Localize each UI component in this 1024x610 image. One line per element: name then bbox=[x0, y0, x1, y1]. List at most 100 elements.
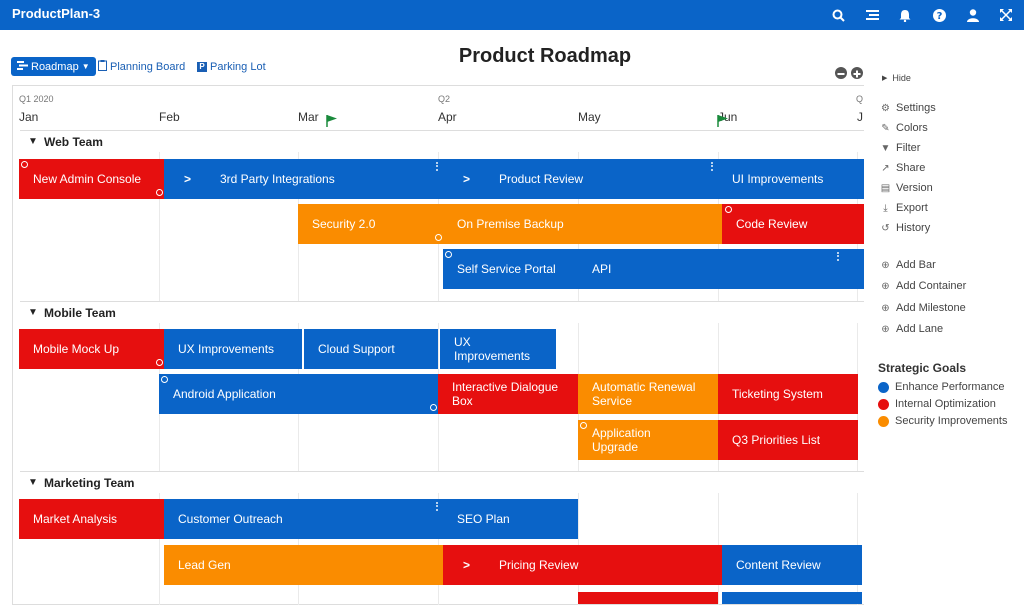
share-menu-item[interactable]: ↗ Share bbox=[880, 162, 925, 174]
roadmap-bar[interactable]: Automatic Renewal Service bbox=[578, 374, 718, 414]
roadmap-view-button[interactable]: Roadmap ▼ bbox=[11, 57, 96, 76]
milestone-flag-icon[interactable] bbox=[326, 115, 338, 127]
grip-icon[interactable] bbox=[837, 252, 840, 261]
action-label: Add Bar bbox=[896, 259, 936, 271]
parking-lot-link[interactable]: P Parking Lot bbox=[197, 57, 266, 76]
bar-label: Android Application bbox=[173, 387, 276, 401]
drag-handle-icon[interactable] bbox=[445, 251, 452, 258]
month-label: Apr bbox=[438, 110, 457, 124]
planning-board-link[interactable]: Planning Board bbox=[98, 57, 185, 76]
drag-handle-icon[interactable] bbox=[435, 234, 442, 241]
month-label: May bbox=[578, 110, 601, 124]
bar-label: Ticketing System bbox=[732, 387, 823, 401]
drag-handle-icon[interactable] bbox=[156, 359, 163, 366]
roadmap-bar[interactable]: API bbox=[578, 249, 864, 289]
bar-label: Pricing Review bbox=[499, 558, 579, 572]
roadmap-container-bar[interactable]: >3rd Party Integrations bbox=[164, 159, 443, 199]
menu-label: Settings bbox=[896, 102, 936, 114]
bar-label: 3rd Party Integrations bbox=[220, 172, 335, 186]
drag-handle-icon[interactable] bbox=[430, 404, 437, 411]
roadmap-bar-partial[interactable] bbox=[578, 592, 718, 604]
roadmap-bar[interactable]: Android Application bbox=[159, 374, 438, 414]
zoom-out-icon[interactable] bbox=[835, 67, 847, 79]
month-label: Mar bbox=[298, 110, 319, 124]
roadmap-bar[interactable]: On Premise Backup bbox=[443, 204, 722, 244]
roadmap-bar[interactable]: Mobile Mock Up bbox=[19, 329, 164, 369]
drag-handle-icon[interactable] bbox=[161, 376, 168, 383]
drag-handle-icon[interactable] bbox=[156, 189, 163, 196]
gear-icon: ⚙ bbox=[881, 102, 890, 114]
roadmap-bar[interactable]: Content Review bbox=[722, 545, 862, 585]
add-lane-button[interactable]: ⊕ Add Lane bbox=[880, 323, 943, 335]
bar-label: UI Improvements bbox=[732, 172, 824, 186]
roadmap-bar[interactable]: Self Service Portal bbox=[443, 249, 578, 289]
milestone-flag-icon[interactable] bbox=[717, 115, 729, 127]
roadmap-container-bar[interactable]: > Pricing Review bbox=[443, 545, 722, 585]
expand-arrow-icon[interactable]: > bbox=[463, 172, 471, 186]
colors-menu-item[interactable]: ✎ Colors bbox=[880, 122, 928, 134]
bar-label: SEO Plan bbox=[457, 512, 510, 526]
grip-icon[interactable] bbox=[436, 502, 439, 511]
roadmap-bar[interactable]: Interactive Dialogue Box bbox=[438, 374, 578, 414]
goal-item[interactable]: Internal Optimization bbox=[878, 398, 996, 410]
grip-icon[interactable] bbox=[436, 162, 439, 171]
chevron-down-icon[interactable]: ▼ bbox=[28, 136, 38, 147]
roadmap-bar[interactable]: Cloud Support bbox=[304, 329, 438, 369]
help-icon[interactable]: ? bbox=[929, 5, 949, 25]
chevron-down-icon[interactable]: ▼ bbox=[28, 307, 38, 318]
filter-menu-item[interactable]: ▼ Filter bbox=[880, 142, 921, 154]
roadmap-bar[interactable]: UX Improvements bbox=[440, 329, 556, 369]
add-bar-button[interactable]: ⊕ Add Bar bbox=[880, 259, 936, 271]
roadmap-bar[interactable]: UI Improvements bbox=[718, 159, 864, 199]
roadmap-bar[interactable]: Code Review bbox=[722, 204, 864, 244]
settings-menu-item[interactable]: ⚙ Settings bbox=[880, 102, 936, 114]
lane-header-mobile-team[interactable]: ▼ Mobile Team bbox=[20, 301, 864, 323]
grip-icon[interactable] bbox=[711, 162, 714, 171]
roadmap-bar[interactable]: UX Improvements bbox=[164, 329, 302, 369]
roadmap-bar[interactable]: Lead Gen bbox=[164, 545, 443, 585]
add-milestone-button[interactable]: ⊕ Add Milestone bbox=[880, 302, 965, 314]
drag-handle-icon[interactable] bbox=[580, 422, 587, 429]
menu-lines-icon[interactable] bbox=[862, 5, 882, 25]
expand-icon[interactable] bbox=[996, 5, 1016, 25]
history-menu-item[interactable]: ↺ History bbox=[880, 222, 930, 234]
bar-label: On Premise Backup bbox=[457, 217, 564, 231]
lane-header-marketing-team[interactable]: ▼ Marketing Team bbox=[20, 471, 864, 493]
zoom-in-icon[interactable] bbox=[851, 67, 863, 79]
goal-color-dot bbox=[878, 415, 889, 427]
roadmap-bar[interactable]: Customer Outreach bbox=[164, 499, 443, 539]
roadmap-bar[interactable]: SEO Plan bbox=[443, 499, 578, 539]
lane-title: Marketing Team bbox=[44, 475, 135, 490]
bell-icon[interactable] bbox=[895, 5, 915, 25]
expand-arrow-icon[interactable]: > bbox=[463, 558, 471, 572]
roadmap-bar[interactable]: New Admin Console bbox=[19, 159, 164, 199]
month-gridline bbox=[578, 130, 579, 605]
roadmap-bar[interactable]: Q3 Priorities List bbox=[718, 420, 858, 460]
board-icon bbox=[98, 59, 107, 74]
hide-panel-button[interactable]: ▶ Hide bbox=[882, 73, 911, 83]
roadmap-bar[interactable]: Ticketing System bbox=[718, 374, 858, 414]
goal-item[interactable]: Enhance Performance bbox=[878, 381, 1004, 393]
month-gridline bbox=[718, 130, 719, 605]
chevron-down-icon[interactable]: ▼ bbox=[28, 477, 38, 488]
lane-header-web-team[interactable]: ▼ Web Team bbox=[20, 130, 864, 152]
plus-circle-icon: ⊕ bbox=[881, 259, 890, 271]
roadmap-bar[interactable]: Application Upgrade bbox=[578, 420, 718, 460]
search-icon[interactable] bbox=[828, 5, 848, 25]
roadmap-container-bar[interactable]: > Product Review bbox=[443, 159, 718, 199]
export-menu-item[interactable]: ⤓ Export bbox=[880, 202, 928, 214]
goal-item[interactable]: Security Improvements bbox=[878, 415, 1007, 427]
roadmap-bar[interactable]: Market Analysis bbox=[19, 499, 164, 539]
roadmap-bar-partial[interactable] bbox=[722, 592, 862, 604]
archive-icon: ▤ bbox=[880, 182, 891, 194]
drag-handle-icon[interactable] bbox=[21, 161, 28, 168]
month-label: Jun bbox=[718, 110, 738, 124]
roadmap-bar[interactable]: Security 2.0 bbox=[298, 204, 443, 244]
add-container-button[interactable]: ⊕ Add Container bbox=[880, 280, 966, 292]
user-icon[interactable] bbox=[963, 5, 983, 25]
drag-handle-icon[interactable] bbox=[725, 206, 732, 213]
version-menu-item[interactable]: ▤ Version bbox=[880, 182, 933, 194]
expand-arrow-icon[interactable]: > bbox=[184, 172, 192, 186]
caret-down-icon: ▼ bbox=[81, 62, 90, 71]
roadmap-icon bbox=[17, 60, 28, 73]
